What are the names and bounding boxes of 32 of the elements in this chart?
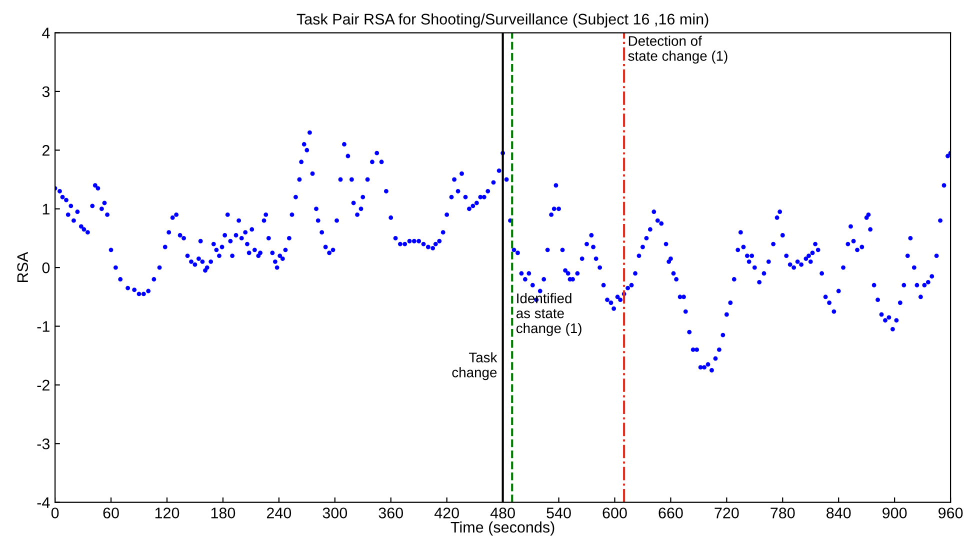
- x-tick-label: 840: [826, 508, 851, 518]
- ref-line-label: Detection of state change (1): [628, 36, 728, 64]
- x-tick-label: 540: [546, 508, 571, 518]
- y-tick-label: 0: [42, 262, 50, 274]
- y-tick-label: -3: [37, 438, 50, 450]
- y-axis-title: RSA: [17, 252, 28, 282]
- x-tick-label: 120: [155, 508, 180, 518]
- x-tick-label: 960: [938, 508, 963, 518]
- x-tick-label: 660: [658, 508, 683, 518]
- x-tick-label: 420: [434, 508, 459, 518]
- ref-line-label: Identified as state change (1): [516, 293, 582, 336]
- x-tick-label: 480: [490, 508, 515, 518]
- x-tick-label: 300: [322, 508, 348, 518]
- y-tick-label: -2: [37, 380, 50, 390]
- y-tick-label: 3: [42, 86, 50, 98]
- y-tick-label: 1: [42, 204, 50, 214]
- y-tick-label: -4: [37, 497, 50, 508]
- chart-title: Task Pair RSA for Shooting/Surveillance (Subject 16 ,16 min): [296, 13, 708, 28]
- x-tick-label: 180: [211, 508, 236, 518]
- x-tick-label: 900: [882, 508, 907, 518]
- x-tick-label: 360: [378, 508, 404, 518]
- x-tick-label: 0: [51, 508, 59, 518]
- x-tick-label: 600: [602, 508, 627, 518]
- x-tick-label: 240: [266, 508, 292, 518]
- ref-line-label: Task change: [452, 352, 498, 380]
- y-tick-label: 2: [42, 145, 50, 156]
- y-tick-label: -1: [37, 321, 50, 332]
- y-tick-label: 4: [42, 28, 50, 38]
- x-tick-label: 780: [770, 508, 795, 518]
- x-tick-label: 60: [103, 508, 119, 518]
- x-tick-label: 720: [714, 508, 739, 518]
- x-axis-title: Time (seconds): [450, 521, 554, 536]
